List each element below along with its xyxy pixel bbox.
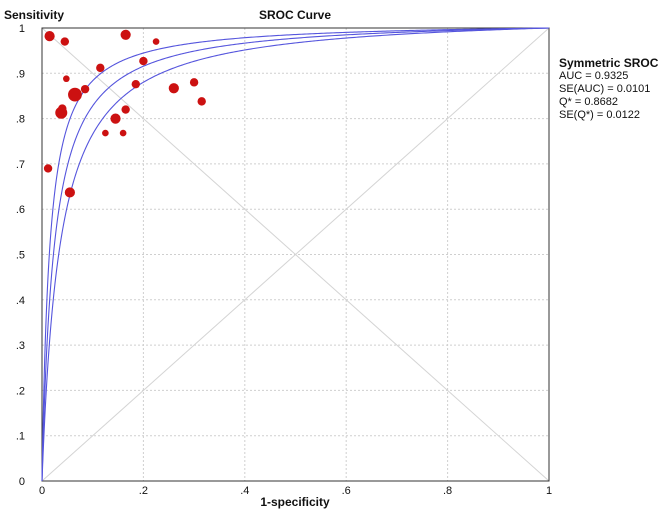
sroc-curve — [41, 27, 550, 481]
study-point — [80, 84, 90, 94]
plot-frame — [41, 27, 550, 482]
anti-diagonal — [41, 27, 550, 482]
study-point — [96, 63, 105, 73]
y-tick-label: .2 — [16, 385, 25, 397]
x-tick-labels: 0 .2 .4 .6 .8 1 — [39, 485, 552, 497]
y-tick-label: .7 — [16, 159, 25, 171]
study-point — [119, 129, 127, 137]
y-tick-label: .5 — [16, 250, 25, 262]
study-point — [168, 83, 179, 94]
study-point — [63, 75, 70, 83]
y-tick-label: .6 — [16, 204, 25, 216]
study-point — [68, 87, 82, 102]
x-tick-label: .4 — [240, 485, 249, 497]
y-tick-labels: 0 .1 .2 .3 .4 .5 .6 .7 .8 .9 1 — [16, 23, 25, 488]
y-axis-label: Sensitivity — [4, 8, 64, 22]
study-point — [102, 129, 109, 137]
study-point — [131, 79, 140, 89]
sroc-curve — [41, 27, 550, 481]
x-tick-label: 1 — [546, 485, 552, 497]
y-tick-label: .4 — [16, 295, 25, 307]
y-tick-label: 0 — [19, 476, 25, 488]
study-point — [55, 106, 68, 119]
y-tick-label: .3 — [16, 340, 25, 352]
study-point — [44, 31, 55, 42]
y-tick-label: 1 — [19, 23, 25, 35]
study-point — [189, 78, 199, 87]
sroc-legend: Symmetric SROC AUC = 0.9325 SE(AUC) = 0.… — [559, 56, 663, 122]
study-point — [121, 105, 130, 114]
legend-se-q-star: SE(Q*) = 0.0122 — [559, 109, 641, 121]
y-tick-label: .8 — [16, 114, 25, 126]
x-tick-label: .6 — [342, 485, 351, 497]
sroc-curves — [41, 27, 550, 481]
study-point — [197, 97, 206, 106]
x-tick-label: .8 — [443, 485, 452, 497]
study-point — [43, 164, 53, 173]
x-axis-label: 1-specificity — [260, 495, 330, 509]
chart-title: SROC Curve — [259, 8, 331, 22]
study-point — [120, 29, 131, 40]
x-tick-label: .2 — [139, 485, 148, 497]
study-point — [110, 113, 121, 124]
study-point — [60, 37, 70, 46]
legend-q-star: Q* = 0.8682 — [559, 96, 619, 108]
study-points — [43, 29, 206, 198]
study-point — [152, 38, 160, 45]
legend-title: Symmetric SROC — [559, 56, 659, 70]
legend-se-auc: SE(AUC) = 0.0101 — [559, 83, 651, 95]
study-point — [64, 187, 75, 198]
legend-auc: AUC = 0.9325 — [559, 70, 629, 82]
x-tick-label: 0 — [39, 485, 45, 497]
y-tick-label: .1 — [16, 431, 25, 443]
y-tick-label: .9 — [16, 68, 25, 80]
study-point — [139, 56, 148, 66]
sroc-curve — [41, 27, 550, 481]
